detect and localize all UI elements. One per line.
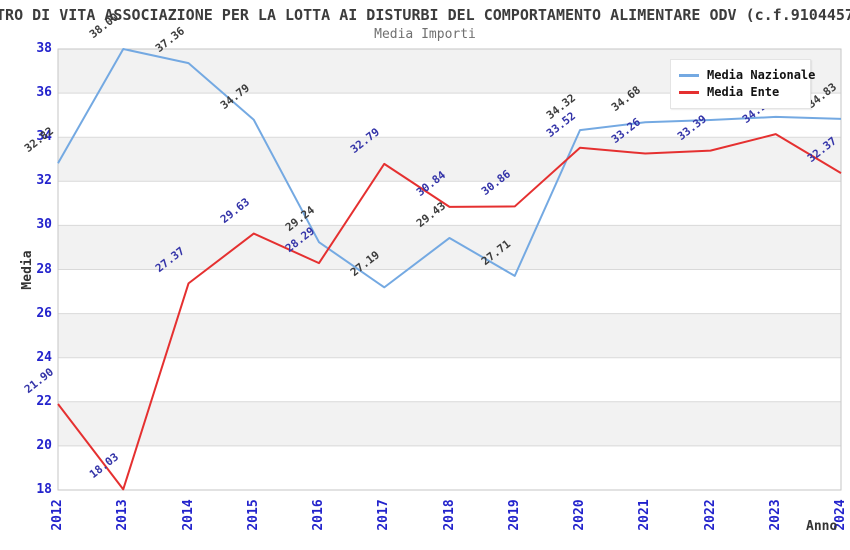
y-tick-label: 26 [36,305,52,321]
y-tick-label: 18 [36,482,52,497]
legend-label-media-ente: Media Ente [707,85,780,99]
x-tick-label: 2020 [572,499,587,531]
y-tick-label: 36 [36,85,52,101]
x-tick-label: 2016 [311,499,326,531]
chart-subtitle: Media Importi [374,27,476,42]
plot-band [58,313,841,358]
chart-title: TRO DI VITA ASSOCIAZIONE PER LA LOTTA AI… [0,6,850,24]
legend-line-swatch-blue [679,73,699,77]
x-tick-label: 2012 [50,499,65,531]
x-tick-label: 2013 [115,499,131,531]
y-tick-label: 38 [36,41,52,56]
legend: Media Nazionale Media Ente [670,59,815,109]
x-axis-title: Anno [806,519,838,534]
x-tick-label: 2021 [637,499,653,531]
x-tick-label: 2023 [767,499,783,531]
legend-line-swatch-red [679,90,699,94]
series-line-media-ente [57,133,842,491]
x-tick-label: 2017 [376,499,392,531]
y-tick-label: 30 [36,217,52,233]
x-tick-label: 2014 [180,499,196,531]
plot-band [58,401,841,446]
plot-band [58,225,841,270]
legend-label-media-nazionale: Media Nazionale [707,68,816,82]
y-tick-label: 22 [36,393,52,409]
y-tick-label: 20 [36,437,52,453]
x-tick-label: 2018 [441,499,457,531]
y-tick-label: 32 [36,173,52,189]
y-tick-label: 28 [36,261,52,277]
x-tick-label: 2015 [245,499,261,531]
series-line-media-nazionale [57,48,842,289]
x-tick-label: 2019 [506,499,522,531]
legend-item-media-nazionale: Media Nazionale [679,67,815,83]
plot-border [57,48,842,491]
plot-band [58,137,841,182]
x-tick-label: 2022 [702,499,718,531]
legend-item-media-ente: Media Ente [679,84,802,100]
y-axis-title: Media [20,250,35,290]
y-tick-label: 24 [36,349,52,365]
y-tick-label: 34 [36,129,52,145]
